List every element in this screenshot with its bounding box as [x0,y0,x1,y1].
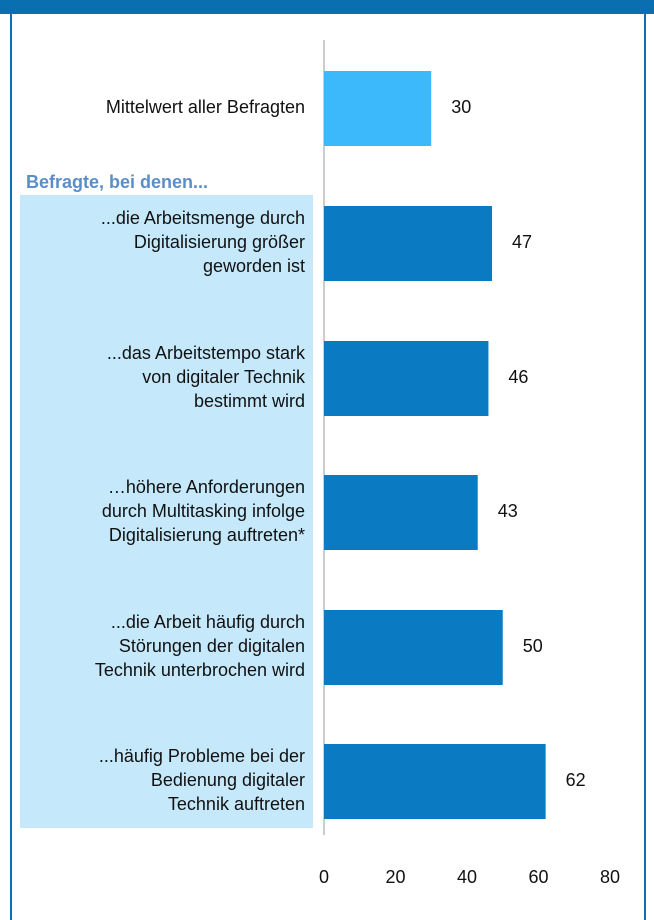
group-panel [20,195,313,828]
value-label: 50 [523,636,543,656]
category-label: Technik auftreten [168,794,305,814]
header-banner [0,0,654,14]
x-tick-label: 60 [528,867,548,887]
value-label: 43 [498,501,518,521]
category-label: bestimmt wird [194,391,305,411]
category-label: Technik unterbrochen wird [95,660,305,680]
bar [324,610,503,685]
category-label: Bedienung digitaler [151,770,305,790]
category-label: geworden ist [203,256,305,276]
category-label: Digitalisierung größer [134,232,305,252]
category-label: von digitaler Technik [142,367,306,387]
x-tick-label: 80 [600,867,620,887]
value-label: 46 [508,367,528,387]
x-tick-label: 20 [385,867,405,887]
category-label: ...häufig Probleme bei der [99,746,305,766]
category-label: durch Multitasking infolge [102,501,305,521]
bar [324,475,478,550]
value-label: 30 [451,97,471,117]
category-label: ...das Arbeitstempo stark [107,343,306,363]
bar [324,341,489,416]
value-label: 62 [566,770,586,790]
category-label: Mittelwert aller Befragten [106,97,305,117]
category-label: ...die Arbeitsmenge durch [101,208,305,228]
group-label: Befragte, bei denen... [26,172,208,192]
x-tick-label: 0 [319,867,329,887]
bar [324,744,546,819]
value-label: 47 [512,232,532,252]
category-label: …höhere Anforderungen [108,477,305,497]
bar [324,71,432,146]
bar [324,206,493,281]
category-label: Störungen der digitalen [119,636,305,656]
category-label: Digitalisierung auftreten* [109,525,305,545]
category-label: ...die Arbeit häufig durch [111,612,305,632]
x-tick-label: 40 [457,867,477,887]
